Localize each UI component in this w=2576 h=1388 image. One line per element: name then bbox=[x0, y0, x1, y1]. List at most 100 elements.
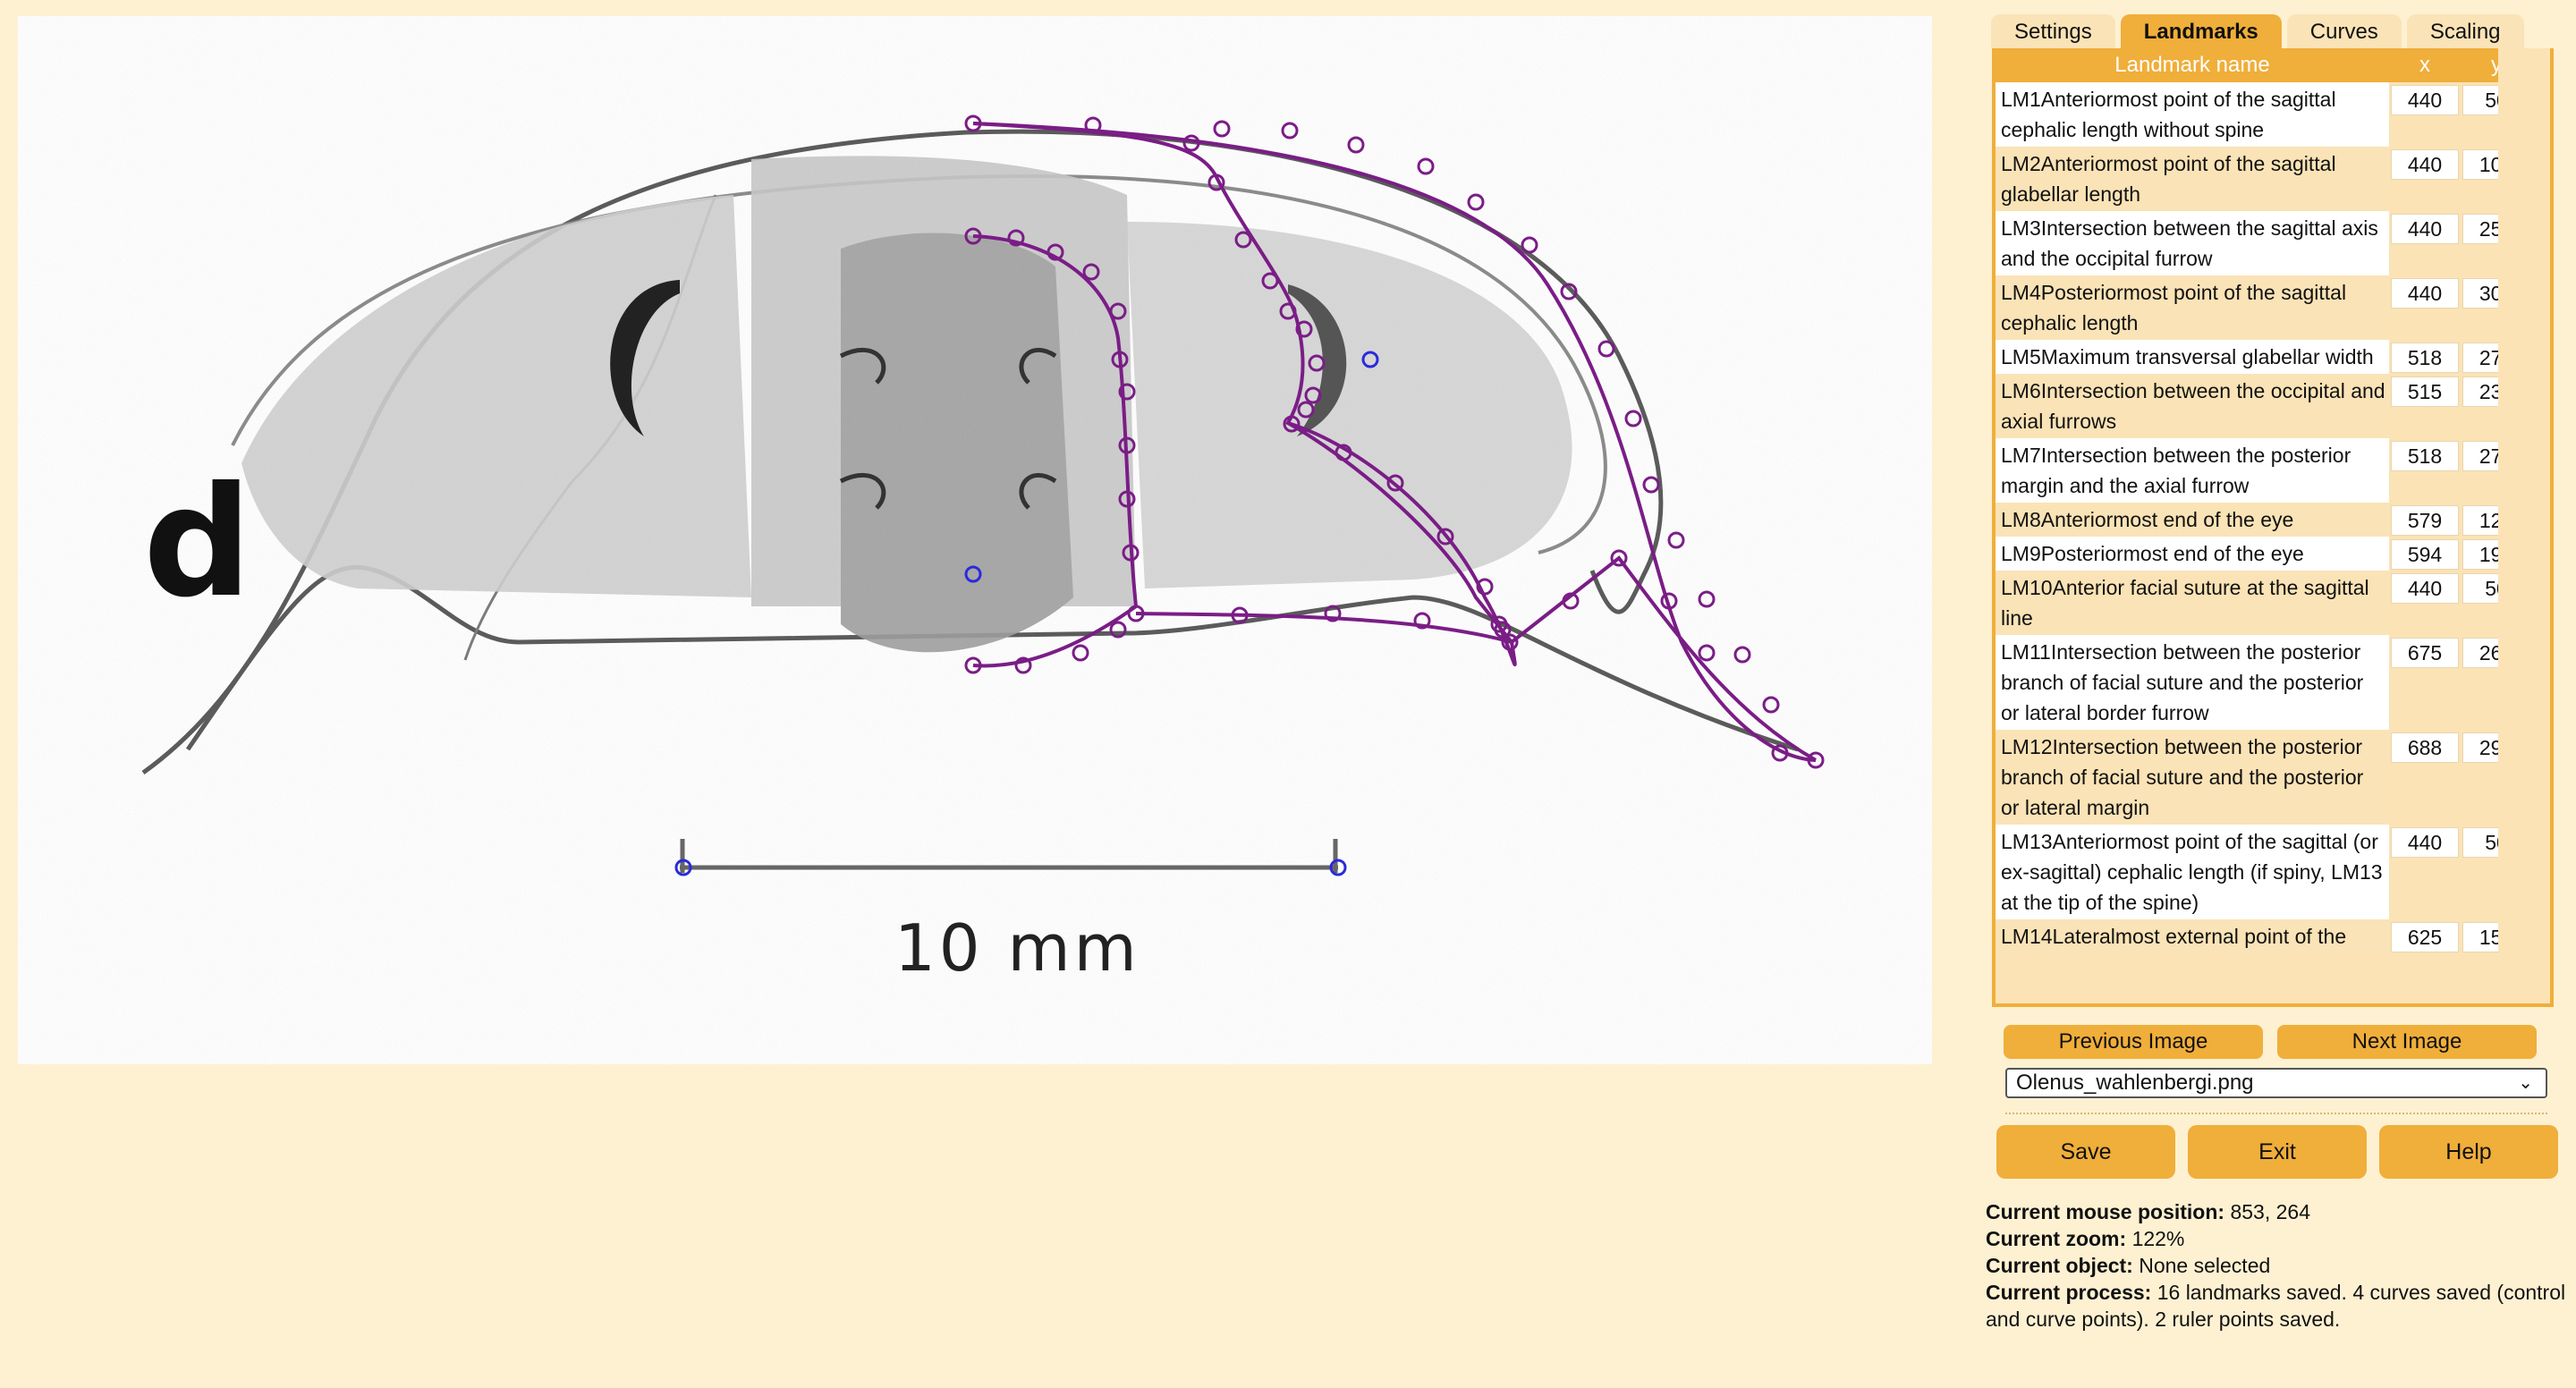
suture-lower-curve bbox=[1287, 421, 1513, 644]
landmark-x-cell: 440 bbox=[2389, 211, 2461, 275]
landmark-table-container[interactable]: Landmark name x y LM1Anteriormost point … bbox=[1992, 48, 2554, 1007]
side-panel: Settings Landmarks Curves Scaling Landma… bbox=[1986, 0, 2576, 1388]
specimen-drawing bbox=[18, 16, 1932, 1064]
right-eye-sketch bbox=[1288, 284, 1347, 436]
landmark-name-cell: LM13Anteriormost point of the sagittal (… bbox=[1996, 825, 2389, 919]
tab-bar: Settings Landmarks Curves Scaling bbox=[1991, 14, 2524, 48]
landmark-x-cell: 518 bbox=[2389, 438, 2461, 503]
landmark-curves bbox=[972, 122, 1818, 762]
table-row[interactable]: LM10Anterior facial suture at the sagitt… bbox=[1996, 571, 2532, 635]
shading bbox=[18, 16, 1932, 1064]
table-row[interactable]: LM9Posteriormost end of the eye 594 191 bbox=[1996, 537, 2532, 571]
chevron-down-icon: ⌄ bbox=[2518, 1073, 2533, 1093]
landmark-x-value[interactable]: 440 bbox=[2391, 573, 2459, 604]
landmark-name-cell: LM6Intersection between the occipital an… bbox=[1996, 374, 2389, 438]
image-navigation: Previous Image Next Image bbox=[2004, 1025, 2537, 1059]
landmark-x-value[interactable]: 440 bbox=[2391, 149, 2459, 180]
table-row[interactable]: LM4Posteriormost point of the sagittal c… bbox=[1996, 275, 2532, 340]
table-row[interactable]: LM11Intersection between the posterior b… bbox=[1996, 635, 2532, 730]
landmark-x-cell: 594 bbox=[2389, 537, 2461, 571]
glabella-curve bbox=[972, 234, 1139, 668]
landmark-name-cell: LM14Lateralmost external point of the bbox=[1996, 919, 2389, 953]
landmark-name-cell: LM1Anteriormost point of the sagittal ce… bbox=[1996, 82, 2389, 147]
landmark-x-cell: 675 bbox=[2389, 635, 2461, 730]
table-row[interactable]: LM6Intersection between the occipital an… bbox=[1996, 374, 2532, 438]
help-button[interactable]: Help bbox=[2379, 1125, 2558, 1179]
landmark-x-cell: 440 bbox=[2389, 147, 2461, 211]
table-row[interactable]: LM7Intersection between the posterior ma… bbox=[1996, 438, 2532, 503]
image-canvas[interactable]: d 10 mm bbox=[18, 16, 1932, 1064]
landmark-x-value[interactable]: 440 bbox=[2391, 827, 2459, 858]
landmark-x-cell: 440 bbox=[2389, 82, 2461, 147]
landmark-x-value[interactable]: 518 bbox=[2391, 441, 2459, 471]
landmark-name-cell: LM7Intersection between the posterior ma… bbox=[1996, 438, 2389, 503]
image-file-selected: Olenus_wahlenbergi.png bbox=[2016, 1071, 2254, 1095]
table-row[interactable]: LM1Anteriormost point of the sagittal ce… bbox=[1996, 82, 2532, 147]
facial-suture-curve bbox=[972, 122, 1517, 667]
table-scrollbar[interactable] bbox=[2498, 48, 2550, 1003]
ruler-points bbox=[674, 351, 1379, 876]
landmark-name-cell: LM8Anteriormost end of the eye bbox=[1996, 503, 2389, 537]
landmark-name-cell: LM4Posteriormost point of the sagittal c… bbox=[1996, 275, 2389, 340]
glabella-furrows bbox=[839, 348, 1057, 510]
landmark-x-cell: 515 bbox=[2389, 374, 2461, 438]
landmark-x-cell: 688 bbox=[2389, 730, 2461, 825]
landmark-x-cell: 625 bbox=[2389, 919, 2461, 953]
landmark-x-cell: 518 bbox=[2389, 340, 2461, 374]
landmark-name-cell: LM5Maximum transversal glabellar width bbox=[1996, 340, 2389, 374]
panel-letter: d bbox=[143, 454, 252, 631]
previous-image-button[interactable]: Previous Image bbox=[2004, 1025, 2263, 1059]
tab-curves[interactable]: Curves bbox=[2286, 14, 2402, 48]
landmark-name-cell: LM2Anteriormost point of the sagittal gl… bbox=[1996, 147, 2389, 211]
table-row[interactable]: LM8Anteriormost end of the eye 579 124 bbox=[1996, 503, 2532, 537]
curve-points bbox=[964, 114, 1825, 769]
status-zoom: Current zoom: 122% bbox=[1986, 1227, 2185, 1250]
scale-label: 10 mm bbox=[894, 910, 1140, 986]
table-row[interactable]: LM13Anteriormost point of the sagittal (… bbox=[1996, 825, 2532, 919]
landmark-x-cell: 440 bbox=[2389, 275, 2461, 340]
landmark-name-cell: LM9Posteriormost end of the eye bbox=[1996, 537, 2389, 571]
table-row[interactable]: LM14Lateralmost external point of the 625… bbox=[1996, 919, 2532, 953]
landmark-rows: LM1Anteriormost point of the sagittal ce… bbox=[1996, 82, 2532, 953]
column-header-name: Landmark name bbox=[1996, 48, 2389, 82]
table-row[interactable]: LM5Maximum transversal glabellar width 51… bbox=[1996, 340, 2532, 374]
landmark-name-cell: LM3Intersection between the sagittal axi… bbox=[1996, 211, 2389, 275]
column-header-x: x bbox=[2389, 48, 2461, 82]
landmark-name-cell: LM11Intersection between the posterior b… bbox=[1996, 635, 2389, 730]
table-row[interactable]: LM12Intersection between the posterior b… bbox=[1996, 730, 2532, 825]
tab-landmarks[interactable]: Landmarks bbox=[2120, 14, 2282, 48]
table-row[interactable]: LM3Intersection between the sagittal axi… bbox=[1996, 211, 2532, 275]
landmark-x-value[interactable]: 440 bbox=[2391, 214, 2459, 244]
landmark-name-cell: LM12Intersection between the posterior b… bbox=[1996, 730, 2389, 825]
landmark-x-value[interactable]: 625 bbox=[2391, 922, 2459, 952]
landmark-table: Landmark name x y LM1Anteriormost point … bbox=[1996, 48, 2532, 953]
save-button[interactable]: Save bbox=[1996, 1125, 2175, 1179]
landmark-name-cell: LM10Anterior facial suture at the sagitt… bbox=[1996, 571, 2389, 635]
status-process: Current process: 16 landmarks saved. 4 c… bbox=[1986, 1281, 2566, 1331]
divider bbox=[2005, 1113, 2547, 1114]
landmark-x-value[interactable]: 675 bbox=[2391, 638, 2459, 668]
landmark-x-cell: 579 bbox=[2389, 503, 2461, 537]
tab-settings[interactable]: Settings bbox=[1991, 14, 2115, 48]
left-eye-sketch bbox=[610, 280, 680, 436]
tab-scaling[interactable]: Scaling bbox=[2406, 14, 2524, 48]
landmark-x-value[interactable]: 515 bbox=[2391, 377, 2459, 407]
landmark-x-cell: 440 bbox=[2389, 825, 2461, 919]
landmark-x-value[interactable]: 579 bbox=[2391, 505, 2459, 536]
image-file-select[interactable]: Olenus_wahlenbergi.png ⌄ bbox=[2005, 1068, 2547, 1098]
next-image-button[interactable]: Next Image bbox=[2277, 1025, 2537, 1059]
action-buttons: Save Exit Help bbox=[1996, 1125, 2558, 1179]
exit-button[interactable]: Exit bbox=[2188, 1125, 2367, 1179]
landmark-x-value[interactable]: 518 bbox=[2391, 343, 2459, 373]
status-mouse: Current mouse position: 853, 264 bbox=[1986, 1200, 2310, 1223]
status-panel: Current mouse position: 853, 264 Current… bbox=[1986, 1198, 2567, 1333]
landmark-x-value[interactable]: 688 bbox=[2391, 732, 2459, 763]
landmark-x-cell: 440 bbox=[2389, 571, 2461, 635]
table-row[interactable]: LM2Anteriormost point of the sagittal gl… bbox=[1996, 147, 2532, 211]
landmark-x-value[interactable]: 594 bbox=[2391, 539, 2459, 570]
scale-bar-sketch bbox=[680, 839, 1338, 873]
landmark-x-value[interactable]: 440 bbox=[2391, 85, 2459, 115]
outline-curve bbox=[972, 122, 1817, 762]
status-object: Current object: None selected bbox=[1986, 1254, 2271, 1277]
landmark-x-value[interactable]: 440 bbox=[2391, 278, 2459, 309]
